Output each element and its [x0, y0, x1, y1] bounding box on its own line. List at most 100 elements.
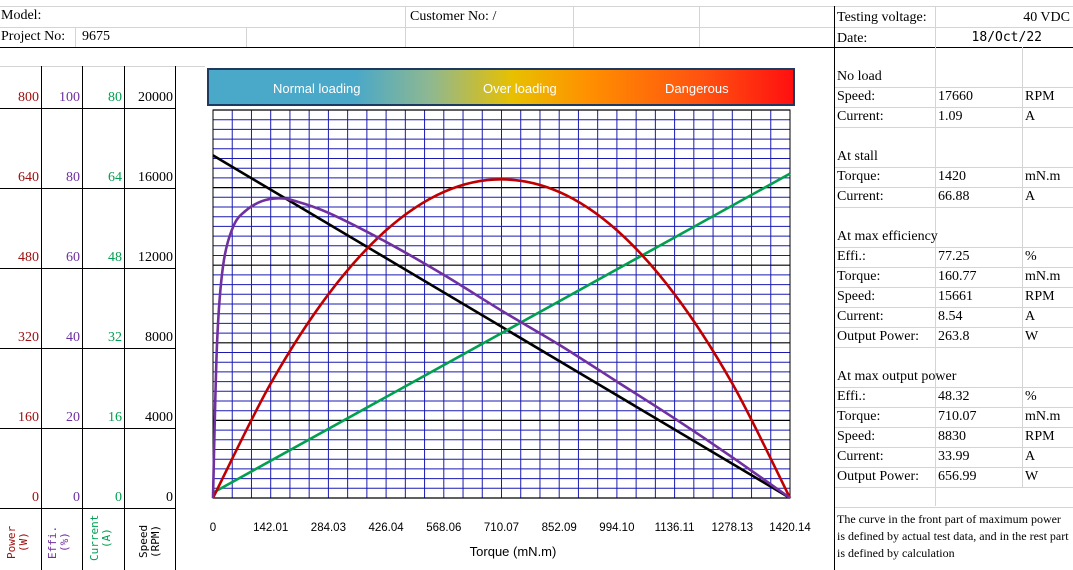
effi-axis-tick: 60: [66, 250, 80, 265]
param-value: 8830: [938, 429, 966, 444]
grid-line: [835, 107, 1073, 108]
x-tick-label: 1278.13: [712, 522, 754, 534]
param-unit: %: [1025, 389, 1037, 404]
grid-line: [75, 27, 76, 47]
param-unit: mN.m: [1025, 269, 1061, 284]
param-unit: mN.m: [1025, 169, 1061, 184]
param-value: 17660: [938, 89, 973, 104]
param-unit: W: [1025, 469, 1039, 484]
param-value: 66.88: [938, 189, 970, 204]
effi-axis-tick: 0: [73, 490, 80, 505]
left-axes-panel: [0, 66, 205, 570]
normal-loading-label: Normal loading: [273, 81, 361, 96]
date-label: Date:: [837, 31, 868, 46]
param-label: Current:: [837, 309, 884, 324]
speed-axis-tick: 0: [166, 490, 173, 505]
grid-line: [835, 487, 1073, 488]
axis-separator: [124, 66, 125, 570]
param-label: Effi.:: [837, 389, 866, 404]
axis-row-line: [0, 428, 176, 429]
param-label: Speed:: [837, 289, 876, 304]
speed-axis-tick: 20000: [138, 90, 173, 105]
grid-line: [835, 307, 1073, 308]
axis-separator: [175, 66, 176, 570]
section-title: At max output power: [837, 369, 957, 384]
grid-line: [835, 327, 1073, 328]
grid-line: [699, 6, 700, 47]
grid-line: [835, 267, 1073, 268]
grid-line: [835, 347, 1073, 348]
axis-row-line: [0, 108, 176, 109]
param-value: 263.8: [938, 329, 970, 344]
power-axis-label: Power (W): [5, 525, 30, 559]
param-unit: RPM: [1025, 89, 1055, 104]
grid-line: [0, 66, 205, 67]
x-tick-label: 0: [210, 522, 216, 534]
x-tick-label: 852.09: [542, 522, 577, 534]
param-value: 1420: [938, 169, 966, 184]
speed-axis-tick: 4000: [145, 410, 173, 425]
param-value: 15661: [938, 289, 973, 304]
x-axis-ticks: 0 142.01 284.03 426.04 568.06 710.07 852.09 994…: [210, 522, 812, 534]
param-unit: W: [1025, 329, 1039, 344]
grid-line: [835, 207, 1073, 208]
current-axis-tick: 80: [108, 90, 122, 105]
power-curve: [211, 178, 792, 499]
power-axis-tick: 160: [18, 410, 39, 425]
grid-line: [835, 167, 1073, 168]
grid-line: [834, 6, 835, 570]
power-axis-tick: 800: [18, 90, 39, 105]
param-label: Torque:: [837, 169, 881, 184]
grid-line: [835, 187, 1073, 188]
param-unit: RPM: [1025, 289, 1055, 304]
voltage-label: Testing voltage:: [837, 10, 927, 25]
current-curve: [212, 172, 791, 494]
x-tick-label: 426.04: [369, 522, 405, 534]
note-text: The curve in the front part of maximum p…: [837, 512, 1069, 560]
section-title: No load: [837, 69, 882, 84]
param-label: Current:: [837, 449, 884, 464]
x-tick-label: 994.10: [599, 522, 634, 534]
param-label: Output Power:: [837, 329, 920, 344]
x-tick-label: 284.03: [311, 522, 346, 534]
voltage-value: 40 VDC: [1023, 10, 1070, 25]
param-unit: %: [1025, 249, 1037, 264]
param-unit: A: [1025, 189, 1036, 204]
param-label: Output Power:: [837, 469, 920, 484]
param-value: 710.07: [938, 409, 977, 424]
param-label: Current:: [837, 109, 884, 124]
param-value: 160.77: [938, 269, 977, 284]
speed-axis-tick: 16000: [138, 170, 173, 185]
current-axis-tick: 64: [108, 170, 122, 185]
param-label: Effi.:: [837, 249, 866, 264]
power-axis-tick: 320: [18, 330, 39, 345]
grid-line: [835, 427, 1073, 428]
power-axis-tick: 640: [18, 170, 39, 185]
x-tick-label: 1420.14: [769, 522, 811, 534]
param-label: Torque:: [837, 269, 881, 284]
chart-series: [211, 154, 792, 500]
current-axis-tick: 0: [115, 490, 122, 505]
grid-line: [0, 27, 1073, 28]
grid-line: [0, 6, 1073, 7]
param-value: 1.09: [938, 109, 963, 124]
section-title: At max efficiency: [837, 229, 938, 244]
grid-line: [835, 447, 1073, 448]
effi-axis-tick: 80: [66, 170, 80, 185]
grid-line: [935, 6, 936, 506]
param-unit: RPM: [1025, 429, 1055, 444]
x-axis-label: Torque (mN.m): [470, 544, 557, 559]
param-value: 48.32: [938, 389, 970, 404]
axis-row-line: [0, 268, 176, 269]
chart: 0 142.01 284.03 426.04 568.06 710.07 852.09 994…: [210, 109, 812, 559]
speed-axis-tick: 12000: [138, 250, 173, 265]
param-value: 77.25: [938, 249, 970, 264]
date-value: 18/Oct/22: [971, 30, 1042, 45]
effi-axis-tick: 20: [66, 410, 80, 425]
current-axis-tick: 32: [108, 330, 122, 345]
loading-bar: Normal loading Over loading Dangerous: [207, 68, 795, 106]
grid-line: [835, 507, 1073, 508]
effi-axis-tick: 40: [66, 330, 80, 345]
grid-line: [835, 287, 1073, 288]
power-axis-tick: 0: [32, 490, 39, 505]
